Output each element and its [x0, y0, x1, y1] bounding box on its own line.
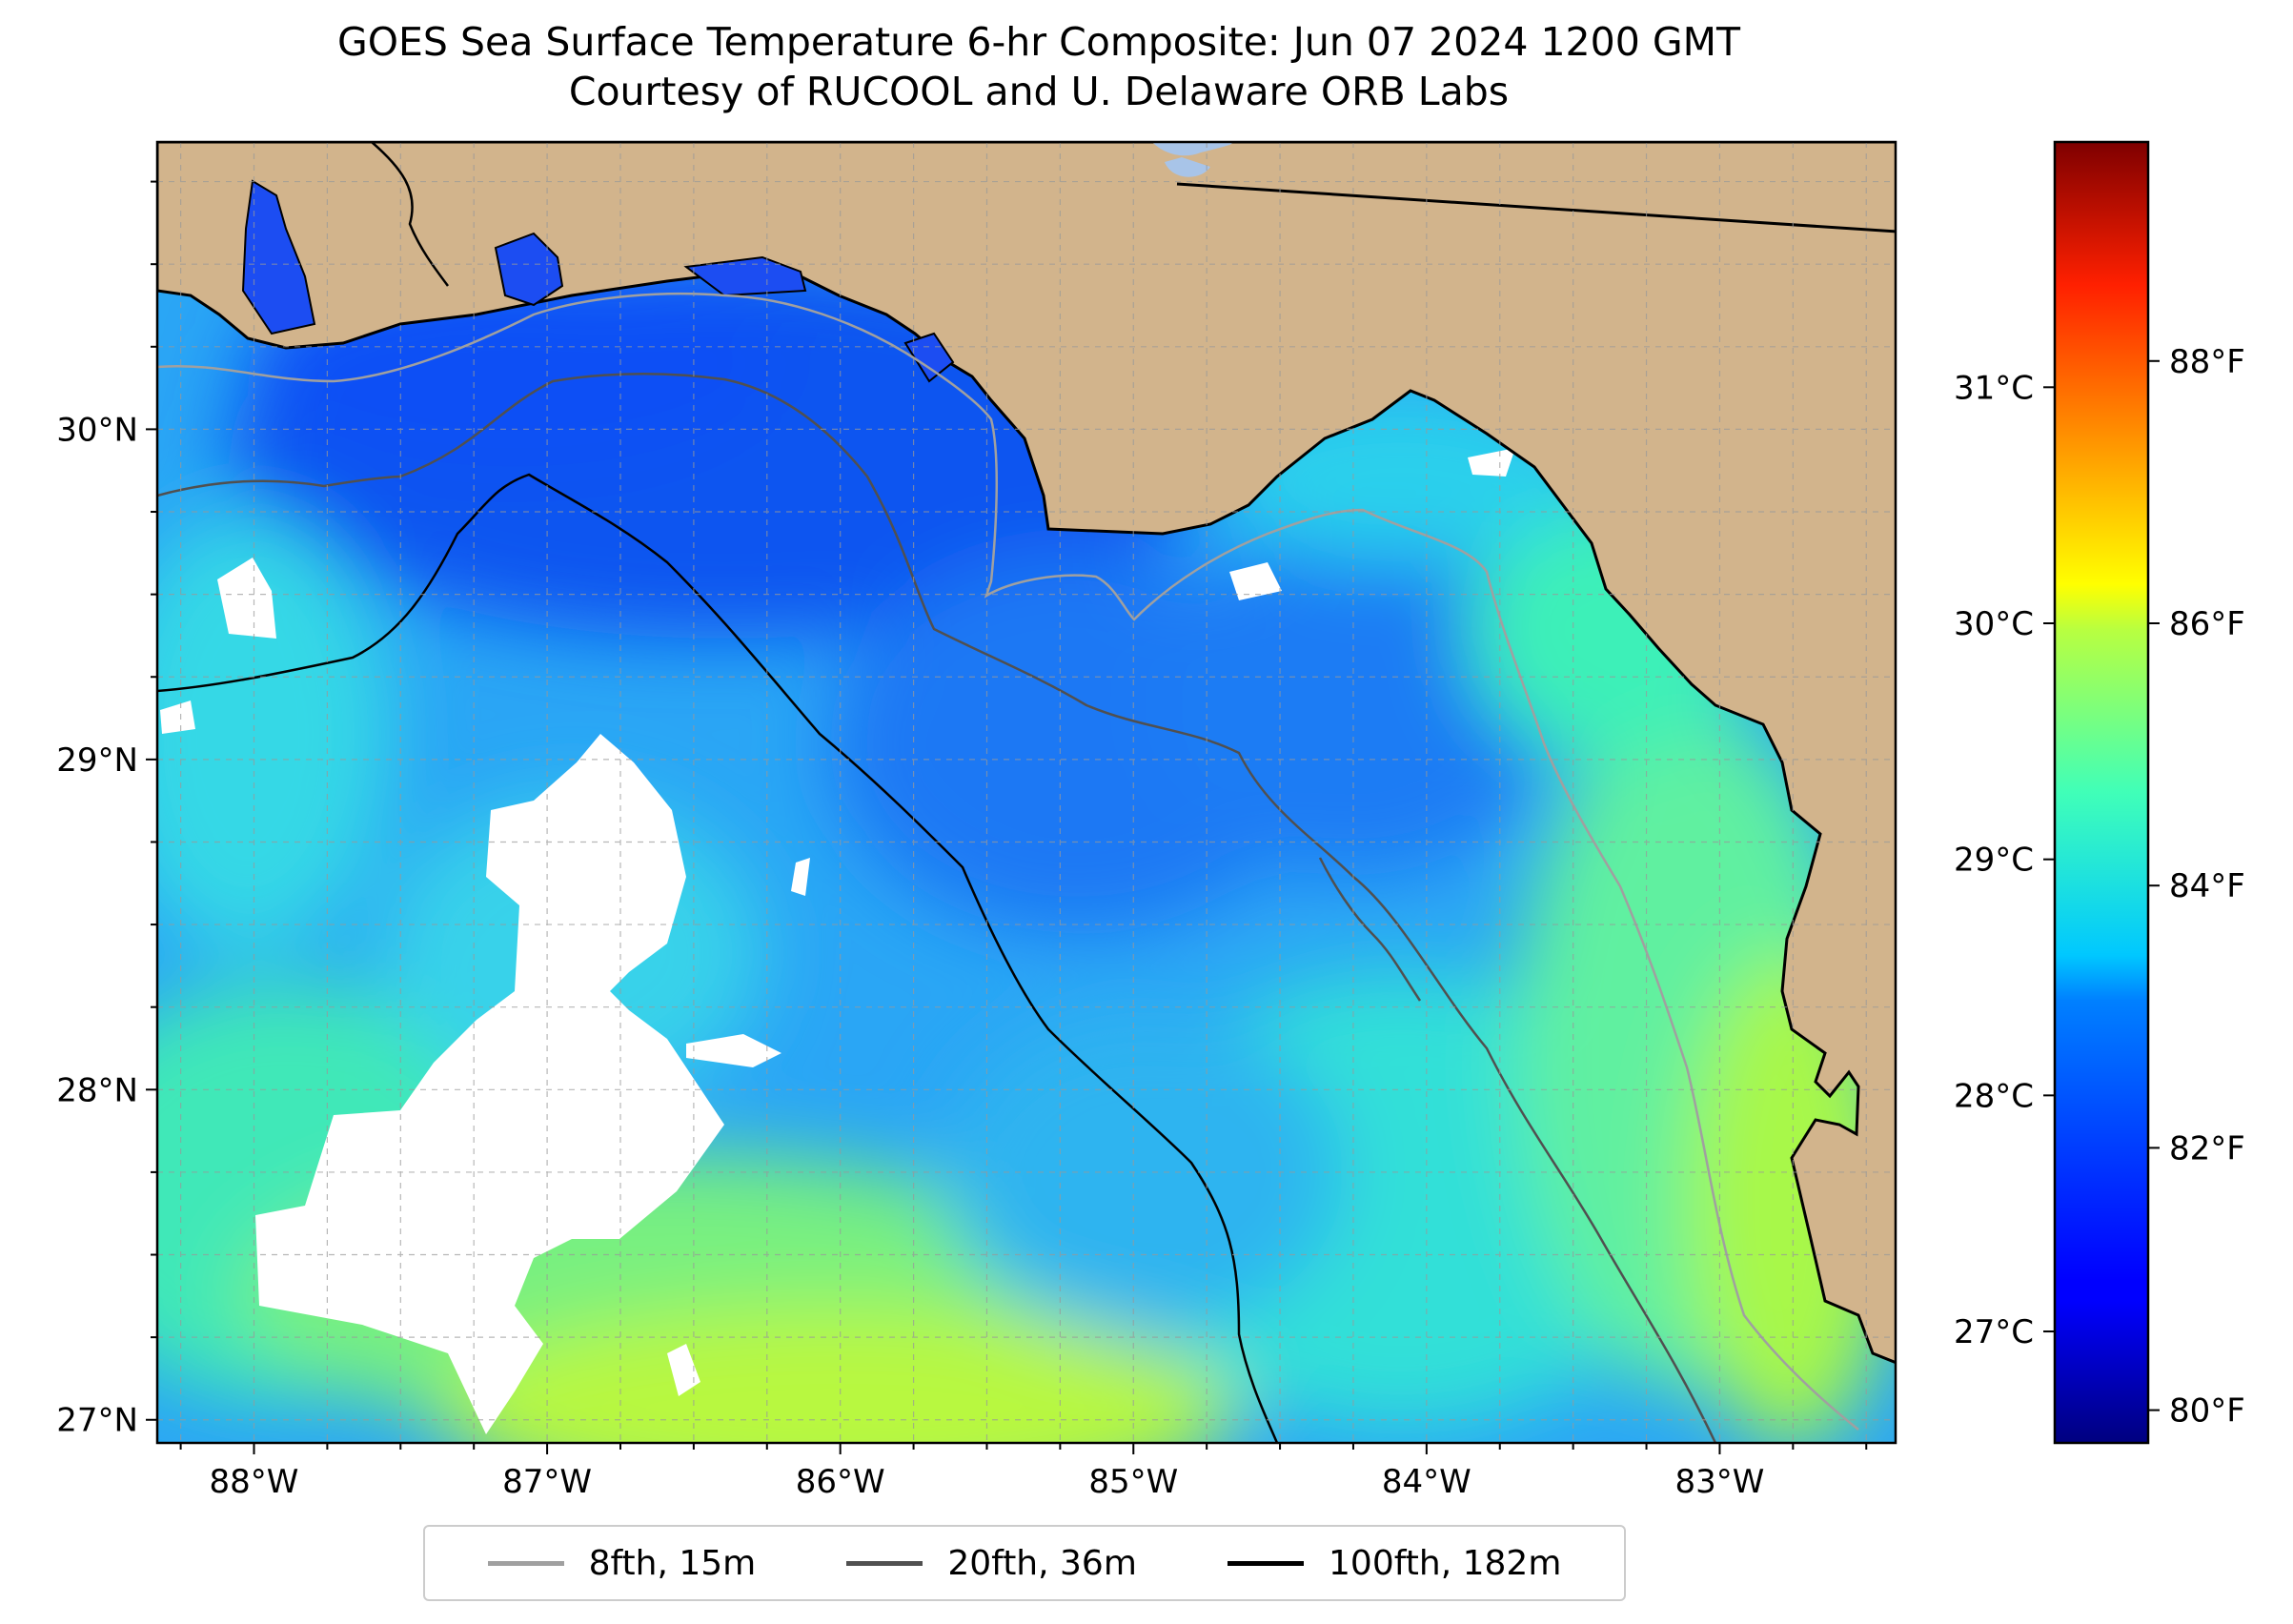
- lon-tick-label: 84°W: [1382, 1463, 1471, 1501]
- colorbar-celsius-axis: 27°C 28°C 29°C 30°C 31°C: [1954, 369, 2055, 1351]
- lake: [1153, 143, 1232, 156]
- isobaths: [157, 292, 1859, 1443]
- lon-tick-label: 85°W: [1088, 1463, 1178, 1501]
- longitude-axis: 88°W 87°W 86°W 85°W 84°W 83°W: [179, 1443, 1868, 1501]
- gridlines: [157, 142, 1896, 1443]
- state-border: [1176, 182, 1896, 233]
- legend-item: 20fth, 36m: [846, 1544, 1137, 1583]
- lat-tick-label: 27°N: [56, 1402, 138, 1440]
- legend-item: 100fth, 182m: [1228, 1544, 1561, 1583]
- missing-data-gaps: [160, 448, 1515, 1434]
- map-frame: [155, 140, 1897, 1445]
- legend-label: 20fth, 36m: [947, 1543, 1137, 1583]
- celsius-tick-label: 28°C: [1954, 1077, 2034, 1115]
- map-title: GOES Sea Surface Temperature 6-hr Compos…: [0, 17, 2078, 116]
- fahrenheit-tick-label: 86°F: [2169, 605, 2245, 643]
- legend-label: 100fth, 182m: [1329, 1543, 1562, 1583]
- lon-tick-label: 86°W: [796, 1463, 885, 1501]
- legend-label: 8fth, 15m: [588, 1543, 757, 1583]
- lat-tick-label: 28°N: [56, 1071, 138, 1109]
- fahrenheit-tick-label: 80°F: [2169, 1392, 2245, 1431]
- legend-line-swatch: [1228, 1560, 1305, 1566]
- lon-tick-label: 87°W: [502, 1463, 592, 1501]
- legend-item: 8fth, 15m: [487, 1543, 757, 1583]
- isobath-15m-bigbend-islands: [1318, 857, 1422, 1002]
- isobath-15m: [157, 292, 1859, 1431]
- lake-2: [1165, 157, 1210, 177]
- colorbar: [2053, 140, 2150, 1445]
- state-border-west: [371, 142, 450, 287]
- isobath-36m: [157, 373, 1717, 1443]
- fahrenheit-tick-label: 88°F: [2169, 343, 2245, 381]
- map-area: [157, 142, 1896, 1443]
- lat-tick-label: 29°N: [56, 741, 138, 780]
- title-line-1: GOES Sea Surface Temperature 6-hr Compos…: [336, 19, 1741, 65]
- isobath-182m: [157, 473, 1279, 1443]
- bays: [241, 179, 955, 383]
- lon-tick-label: 88°W: [210, 1463, 299, 1501]
- fahrenheit-tick-label: 84°F: [2169, 867, 2245, 905]
- latitude-axis: 27°N 28°N 29°N 30°N: [56, 180, 157, 1440]
- title-line-2: Courtesy of RUCOOL and U. Delaware ORB L…: [568, 69, 1510, 114]
- colorbar-fahrenheit-axis: 80°F 82°F 84°F 86°F 88°F: [2148, 343, 2245, 1431]
- celsius-tick-label: 29°C: [1954, 842, 2034, 880]
- celsius-tick-label: 27°C: [1954, 1313, 2034, 1351]
- celsius-tick-label: 31°C: [1954, 369, 2034, 407]
- legend-line-swatch: [487, 1560, 564, 1566]
- isobath-legend: 8fth, 15m 20fth, 36m 100fth, 182m: [423, 1525, 1626, 1601]
- fahrenheit-tick-label: 82°F: [2169, 1129, 2245, 1167]
- legend-line-swatch: [846, 1560, 923, 1566]
- celsius-tick-label: 30°C: [1954, 605, 2034, 643]
- lat-tick-label: 30°N: [56, 411, 138, 449]
- lon-tick-label: 83°W: [1675, 1463, 1765, 1501]
